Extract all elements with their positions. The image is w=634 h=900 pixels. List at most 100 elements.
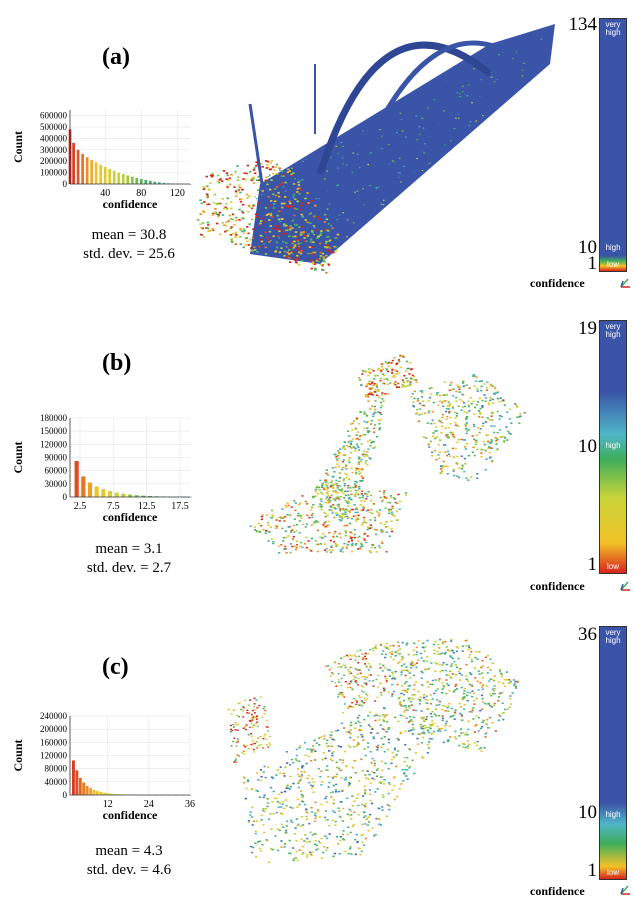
- cloud-point: [393, 784, 396, 787]
- cloud-point: [242, 776, 245, 779]
- cloud-point: [375, 713, 378, 716]
- cloud-point: [357, 814, 360, 816]
- cloud-point: [326, 769, 330, 771]
- cloud-point: [365, 777, 368, 779]
- cloud-point: [412, 728, 415, 731]
- cloud-point: [368, 368, 371, 370]
- cloud-point: [211, 174, 214, 177]
- cloud-point: [350, 539, 354, 542]
- cloud-point: [265, 726, 268, 728]
- cloud-point: [418, 702, 421, 705]
- cloud-point: [349, 724, 352, 727]
- cloud-point: [334, 824, 337, 827]
- cloud-point: [454, 685, 457, 688]
- cloud-point: [435, 430, 438, 432]
- cloud-point: [455, 462, 458, 464]
- cloud-point: [317, 257, 319, 259]
- cloud-point: [242, 232, 246, 234]
- cloud-point: [406, 381, 409, 383]
- cloud-point: [390, 653, 394, 655]
- cloud-point: [273, 200, 277, 203]
- cloud-point: [262, 809, 265, 812]
- cloud-point: [393, 747, 397, 750]
- cloud-point: [234, 236, 237, 239]
- cloud-point: [392, 777, 395, 779]
- cloud-point: [366, 698, 369, 700]
- cloud-point: [460, 732, 463, 734]
- cloud-point: [397, 738, 400, 741]
- cloud-point: [406, 769, 409, 771]
- cloud-point: [295, 759, 298, 762]
- cloud-point: [418, 413, 421, 416]
- cloud-point: [437, 653, 440, 656]
- cloud-point: [363, 785, 366, 787]
- cloud-point: [282, 826, 285, 829]
- cloud-point: [410, 697, 413, 699]
- cloud-point: [320, 508, 323, 511]
- cloud-point: [486, 727, 490, 729]
- cloud-point: [461, 85, 464, 87]
- cloud-point: [313, 759, 317, 761]
- cloud-point: [312, 791, 315, 793]
- cloud-point: [256, 790, 260, 793]
- cloud-point: [257, 522, 260, 525]
- cloud-point: [295, 748, 298, 751]
- cloud-point: [291, 528, 294, 531]
- cloud-point: [429, 683, 432, 686]
- cloud-point: [509, 680, 512, 683]
- cloud-point: [444, 640, 447, 643]
- cloud-point: [359, 434, 362, 437]
- cloud-point: [310, 200, 314, 202]
- cloud-point: [338, 498, 341, 501]
- cloud-point: [340, 488, 343, 491]
- cloud-point: [467, 479, 470, 481]
- cloud-point: [316, 215, 319, 218]
- cloud-point: [285, 224, 288, 227]
- cloud-point: [440, 425, 444, 427]
- cloud-point: [379, 370, 383, 373]
- cloud-point: [305, 523, 308, 525]
- cloud-point: [378, 427, 381, 429]
- cloud-point: [475, 715, 478, 717]
- cloud-point: [366, 440, 370, 443]
- cloud-point: [329, 499, 332, 502]
- cloud-point: [404, 709, 407, 712]
- cloud-point: [466, 694, 469, 697]
- cloud-point: [473, 667, 477, 670]
- cloud-point: [416, 408, 419, 411]
- cloud-point: [325, 801, 329, 803]
- cloud-point: [202, 211, 206, 213]
- cloud-point: [269, 212, 273, 215]
- cloud-point: [347, 540, 350, 543]
- cloud-point: [221, 214, 225, 216]
- cloud-point: [369, 393, 372, 395]
- cloud-point: [338, 480, 341, 483]
- cloud-point: [347, 505, 350, 507]
- cloud-point: [449, 655, 452, 657]
- cloud-point: [280, 202, 284, 205]
- cloud-point: [352, 445, 355, 448]
- cloud-point: [352, 486, 355, 489]
- cloud-point: [420, 396, 424, 398]
- cloud-point: [441, 688, 444, 690]
- cloud-point: [396, 641, 400, 644]
- cloud-point: [238, 198, 242, 201]
- cloud-point: [221, 197, 224, 200]
- cloud-point: [473, 742, 477, 744]
- cloud-point: [440, 472, 443, 474]
- cloud-point: [458, 386, 461, 389]
- cloud-point: [455, 646, 458, 648]
- cloud-point: [348, 732, 352, 734]
- y-axis-label: Count: [11, 739, 25, 771]
- cloud-point: [367, 674, 370, 677]
- cloud-point: [369, 391, 372, 394]
- cloud-point: [354, 515, 357, 517]
- cloud-point: [364, 218, 366, 220]
- cloud-point: [420, 732, 423, 735]
- cloud-point: [374, 408, 377, 411]
- cloud-point: [294, 259, 297, 261]
- cloud-point: [444, 444, 447, 446]
- cloud-point: [326, 496, 329, 499]
- cloud-point: [330, 509, 333, 512]
- cloud-point: [350, 544, 354, 546]
